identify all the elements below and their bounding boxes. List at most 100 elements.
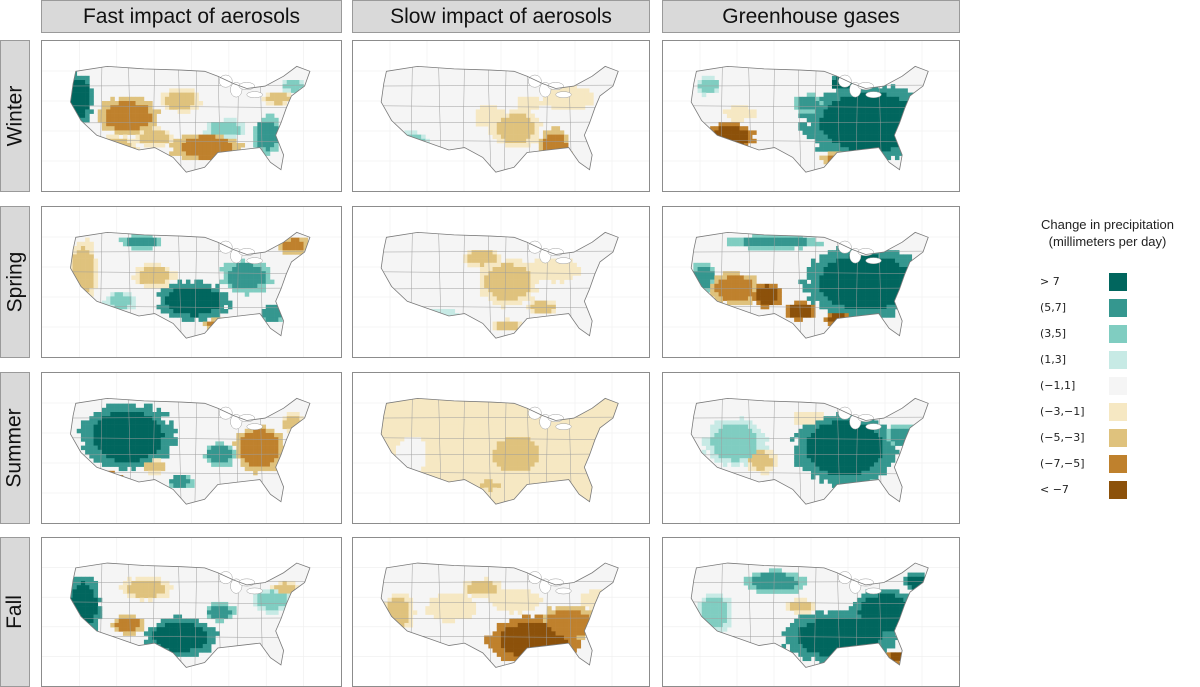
legend-item: (−7,−5]	[1040, 455, 1160, 473]
us-map	[663, 41, 959, 191]
lake	[865, 423, 882, 430]
lake	[218, 240, 233, 254]
legend-label: < −7	[1040, 483, 1069, 496]
lake	[865, 257, 882, 264]
legend-item: (−5,−3]	[1040, 429, 1160, 447]
legend-item: (−3,−1]	[1040, 403, 1160, 421]
state-borders	[70, 66, 310, 173]
map-summer-greenhouse-gases	[662, 372, 960, 524]
lake	[218, 74, 233, 88]
legend-item: (3,5]	[1040, 325, 1160, 343]
row-label-spring: Spring	[3, 251, 27, 313]
map-winter-greenhouse-gases	[662, 40, 960, 192]
precipitation-field	[691, 66, 929, 173]
legend-label: (−7,−5]	[1040, 457, 1085, 470]
map-spring-slow-aerosols	[352, 206, 650, 358]
lake	[528, 406, 542, 420]
lake	[218, 571, 233, 584]
legend-swatch	[1109, 299, 1127, 317]
legend-swatch	[1109, 481, 1127, 499]
us-map	[353, 373, 649, 523]
legend-item: (5,7]	[1040, 299, 1160, 317]
lake	[865, 91, 882, 98]
legend-item: < −7	[1040, 481, 1160, 499]
legend-title-line2: (millimeters per day)	[1048, 234, 1167, 249]
legend-label: (1,3]	[1040, 353, 1067, 366]
legend-label: > 7	[1040, 275, 1060, 288]
legend-item: (1,3]	[1040, 351, 1160, 369]
us-map	[42, 538, 341, 686]
lake	[246, 257, 263, 264]
row-header-spring: Spring	[0, 206, 30, 358]
map-fall-slow-aerosols	[352, 537, 650, 687]
us-outline	[690, 231, 929, 339]
legend-swatch	[1109, 455, 1127, 473]
lake	[246, 91, 263, 98]
row-header-summer: Summer	[0, 372, 30, 524]
us-outline	[70, 65, 311, 173]
us-map	[353, 41, 649, 191]
lake	[555, 91, 572, 98]
legend-label: (5,7]	[1040, 301, 1067, 314]
us-outline	[70, 562, 311, 668]
map-winter-fast-aerosols	[41, 40, 342, 192]
lake	[838, 406, 852, 420]
state-borders	[691, 398, 929, 505]
lake	[528, 571, 542, 584]
row-label-winter: Winter	[3, 85, 26, 147]
us-map	[42, 41, 341, 191]
legend-label: (−3,−1]	[1040, 405, 1085, 418]
us-outline	[380, 231, 619, 339]
us-outline	[380, 397, 619, 505]
lake	[838, 74, 852, 88]
lake	[218, 406, 233, 420]
precipitation-field	[381, 563, 619, 668]
us-outline	[380, 562, 619, 668]
row-header-winter: Winter	[0, 40, 30, 192]
row-label-fall: Fall	[3, 595, 26, 629]
lake	[528, 240, 542, 254]
lake	[246, 423, 263, 430]
legend-label: (−1,1]	[1040, 379, 1076, 392]
us-map	[353, 538, 649, 686]
column-header-slow-aerosols: Slow impact of aerosols	[352, 0, 650, 33]
lake	[555, 257, 572, 264]
lake	[246, 587, 263, 595]
legend-swatch	[1109, 351, 1127, 369]
us-map	[42, 373, 341, 523]
legend-item: (−1,1]	[1040, 377, 1160, 395]
legend-swatch	[1109, 429, 1127, 447]
lake	[528, 74, 542, 88]
us-map	[663, 538, 959, 686]
map-spring-fast-aerosols	[41, 206, 342, 358]
us-outline	[690, 397, 929, 505]
state-borders	[381, 563, 619, 668]
row-label-summer: Summer	[3, 408, 27, 488]
map-fall-greenhouse-gases	[662, 537, 960, 687]
us-outline	[70, 397, 311, 505]
us-outline	[690, 65, 929, 173]
legend-swatch	[1109, 325, 1127, 343]
us-map	[663, 207, 959, 357]
lake	[555, 423, 572, 430]
map-summer-fast-aerosols	[41, 372, 342, 524]
us-outline	[380, 65, 619, 173]
map-summer-slow-aerosols	[352, 372, 650, 524]
us-outline	[70, 231, 311, 339]
us-map	[42, 207, 341, 357]
row-header-fall: Fall	[0, 537, 30, 687]
us-map	[663, 373, 959, 523]
legend-title: Change in precipitation (millimeters per…	[1015, 216, 1200, 250]
lake	[555, 587, 572, 595]
us-map	[353, 207, 649, 357]
lake	[838, 571, 852, 584]
legend-item: > 7	[1040, 273, 1160, 291]
map-fall-fast-aerosols	[41, 537, 342, 687]
legend-swatch	[1109, 403, 1127, 421]
legend-swatch	[1109, 377, 1127, 395]
legend-title-line1: Change in precipitation	[1041, 217, 1174, 232]
lake	[865, 587, 882, 595]
us-outline	[690, 562, 929, 668]
map-spring-greenhouse-gases	[662, 206, 960, 358]
lake	[838, 240, 852, 254]
